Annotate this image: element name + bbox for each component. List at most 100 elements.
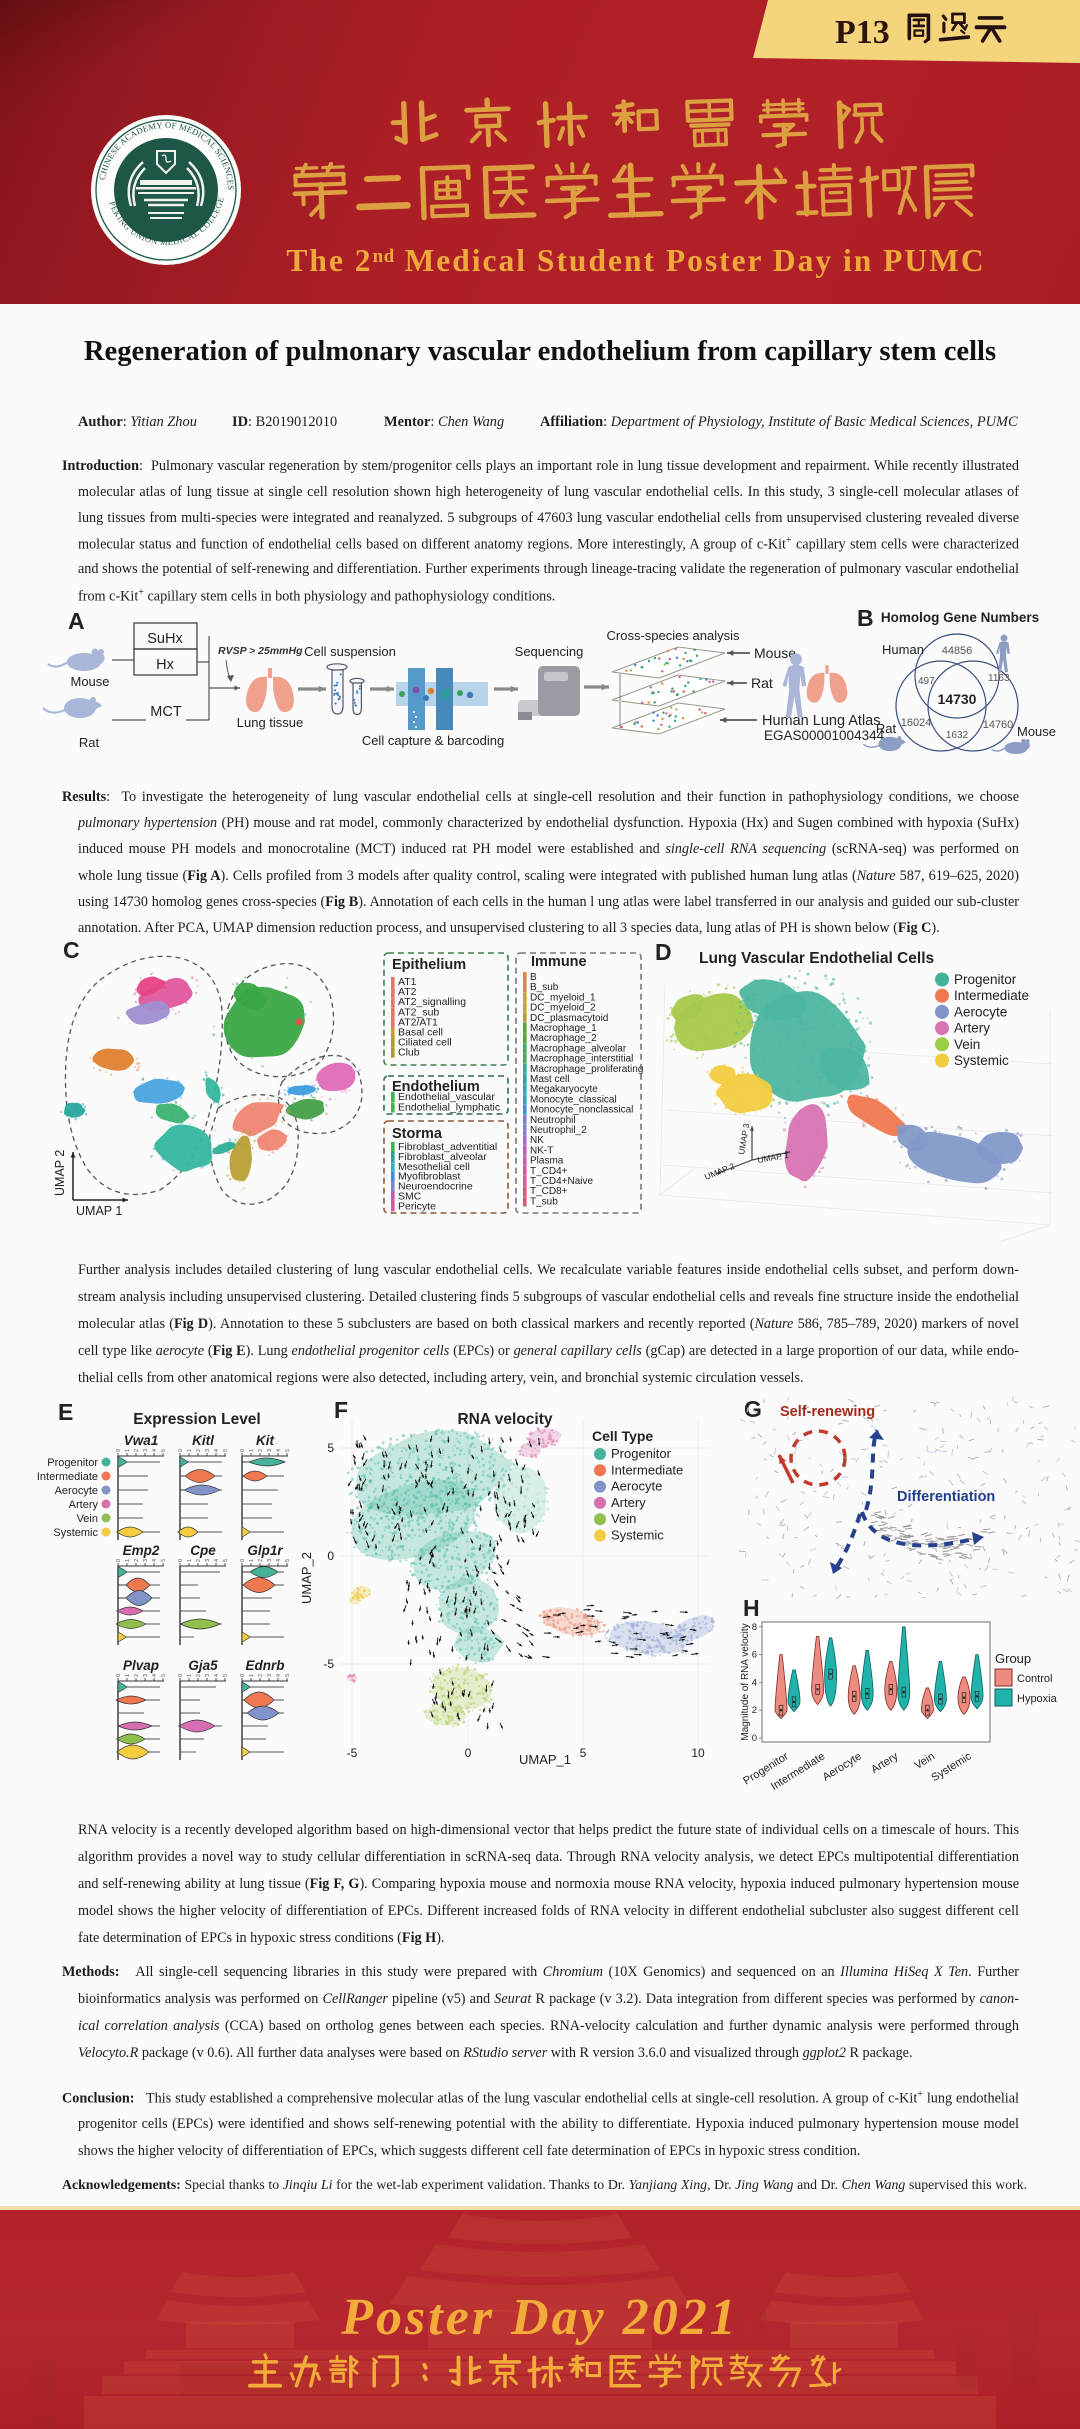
svg-text:AT2/AT1: AT2/AT1 xyxy=(398,1016,438,1028)
svg-text:Rat: Rat xyxy=(751,675,773,691)
svg-text:44856: 44856 xyxy=(942,645,973,657)
svg-text:Progenitor: Progenitor xyxy=(47,1457,98,1469)
svg-text:Macrophage_alveolar: Macrophage_alveolar xyxy=(530,1043,627,1054)
svg-text:1: 1 xyxy=(249,1674,255,1677)
svg-text:Cell capture & barcoding: Cell capture & barcoding xyxy=(362,733,504,748)
svg-text:0: 0 xyxy=(465,1746,472,1760)
svg-text:Homolog Gene Numbers: Homolog Gene Numbers xyxy=(881,610,1039,625)
svg-text:5: 5 xyxy=(285,1449,291,1452)
svg-text:Progenitor: Progenitor xyxy=(611,1446,672,1461)
svg-text:Fibroblast_alveolar: Fibroblast_alveolar xyxy=(398,1151,487,1163)
svg-text:Cross-species analysis: Cross-species analysis xyxy=(607,628,740,643)
svg-text:5: 5 xyxy=(161,1449,167,1452)
svg-text:SuHx: SuHx xyxy=(147,631,183,647)
svg-text:5: 5 xyxy=(223,1674,229,1677)
svg-text:0: 0 xyxy=(116,1449,122,1452)
svg-text:Monocyte_nonclassical: Monocyte_nonclassical xyxy=(530,1105,633,1116)
svg-text:Expression Level: Expression Level xyxy=(133,1411,261,1428)
svg-text:0: 0 xyxy=(240,1674,246,1677)
svg-text:Endothelial_vascular: Endothelial_vascular xyxy=(398,1091,495,1103)
svg-text:6: 6 xyxy=(752,1650,757,1661)
svg-text:0: 0 xyxy=(752,1733,757,1744)
svg-text:Aerocyte: Aerocyte xyxy=(611,1479,662,1494)
svg-text:5: 5 xyxy=(161,1559,167,1562)
svg-text:Neuroendocrine: Neuroendocrine xyxy=(398,1181,473,1193)
svg-text:Epithelium: Epithelium xyxy=(392,957,466,973)
svg-text:Lung tissue: Lung tissue xyxy=(237,715,304,730)
svg-text:4: 4 xyxy=(152,1674,158,1677)
svg-text:Mast cell: Mast cell xyxy=(530,1074,569,1085)
svg-text:2: 2 xyxy=(134,1449,140,1452)
svg-text:Vwa1: Vwa1 xyxy=(124,1433,159,1448)
svg-text:14760: 14760 xyxy=(983,719,1014,731)
svg-text:Endothelial_lymphatic: Endothelial_lymphatic xyxy=(398,1102,500,1114)
svg-text:Artery: Artery xyxy=(69,1499,99,1511)
svg-text:3: 3 xyxy=(267,1674,273,1677)
svg-text:Systemic: Systemic xyxy=(611,1528,664,1543)
svg-text:C: C xyxy=(63,937,80,963)
svg-text:Club: Club xyxy=(398,1047,420,1059)
svg-text:Rat: Rat xyxy=(79,735,100,750)
svg-text:0: 0 xyxy=(327,1549,334,1563)
svg-text:1: 1 xyxy=(249,1559,255,1562)
svg-text:UMAP_1: UMAP_1 xyxy=(519,1752,571,1767)
svg-text:Aerocyte: Aerocyte xyxy=(821,1750,864,1783)
svg-text:4: 4 xyxy=(276,1674,282,1677)
svg-text:Vein: Vein xyxy=(912,1750,937,1772)
svg-text:DC_myeloid_1: DC_myeloid_1 xyxy=(530,992,596,1003)
svg-text:NK: NK xyxy=(530,1135,544,1146)
svg-text:10: 10 xyxy=(691,1746,705,1760)
svg-text:F: F xyxy=(334,1397,348,1423)
svg-text:2: 2 xyxy=(134,1559,140,1562)
svg-text:Basal cell: Basal cell xyxy=(398,1027,443,1039)
svg-text:Storma: Storma xyxy=(392,1126,443,1142)
svg-text:1: 1 xyxy=(125,1674,131,1677)
svg-text:4: 4 xyxy=(276,1449,282,1452)
svg-text:0: 0 xyxy=(178,1559,184,1562)
svg-text:Macrophage_1: Macrophage_1 xyxy=(530,1023,597,1034)
svg-text:3: 3 xyxy=(143,1674,149,1677)
svg-text:Mouse: Mouse xyxy=(70,674,109,689)
svg-text:3: 3 xyxy=(205,1559,211,1562)
svg-text:Intermediate: Intermediate xyxy=(954,988,1029,1003)
svg-text:RNA velocity: RNA velocity xyxy=(457,1411,552,1428)
svg-text:4: 4 xyxy=(214,1674,220,1677)
svg-text:Cpe: Cpe xyxy=(190,1543,216,1558)
svg-text:1: 1 xyxy=(187,1559,193,1562)
svg-text:1: 1 xyxy=(125,1449,131,1452)
svg-text:T_sub: T_sub xyxy=(530,1196,558,1207)
svg-text:Myofibroblast: Myofibroblast xyxy=(398,1171,461,1183)
svg-text:3: 3 xyxy=(205,1449,211,1452)
svg-text:5: 5 xyxy=(161,1674,167,1677)
svg-text:Gja5: Gja5 xyxy=(188,1658,218,1673)
svg-text:NK-T: NK-T xyxy=(530,1145,553,1156)
svg-text:3: 3 xyxy=(143,1559,149,1562)
svg-text:Vein: Vein xyxy=(954,1037,980,1052)
svg-text:AT2_sub: AT2_sub xyxy=(398,1006,439,1018)
svg-text:2: 2 xyxy=(752,1705,757,1716)
svg-text:Intermediate: Intermediate xyxy=(611,1462,683,1477)
svg-text:Artery: Artery xyxy=(869,1750,901,1776)
svg-text:D: D xyxy=(655,939,672,965)
svg-text:UMAP 1: UMAP 1 xyxy=(757,1150,790,1165)
svg-text:Fibroblast_adventitial: Fibroblast_adventitial xyxy=(398,1141,497,1153)
svg-text:T_CD8+: T_CD8+ xyxy=(530,1186,568,1197)
svg-text:4: 4 xyxy=(752,1677,757,1688)
svg-text:H: H xyxy=(743,1595,760,1621)
svg-text:Rat: Rat xyxy=(876,721,897,736)
svg-text:Kit: Kit xyxy=(256,1433,275,1448)
svg-text:0: 0 xyxy=(240,1449,246,1452)
svg-text:Human Lung Atlas: Human Lung Atlas xyxy=(762,713,881,729)
svg-text:MCT: MCT xyxy=(150,704,182,720)
svg-text:T_CD4+: T_CD4+ xyxy=(530,1166,568,1177)
svg-text:5: 5 xyxy=(223,1559,229,1562)
svg-text:EGAS00001004344: EGAS00001004344 xyxy=(764,728,885,743)
svg-text:Neutrophil_2: Neutrophil_2 xyxy=(530,1125,587,1136)
svg-text:Cell suspension: Cell suspension xyxy=(304,644,396,659)
svg-text:3: 3 xyxy=(143,1449,149,1452)
svg-text:Mouse: Mouse xyxy=(1017,724,1056,739)
svg-text:Self-renewing: Self-renewing xyxy=(780,1404,875,1420)
svg-text:14730: 14730 xyxy=(938,691,977,707)
svg-text:E: E xyxy=(58,1399,73,1425)
svg-text:Sequencing: Sequencing xyxy=(515,644,584,659)
